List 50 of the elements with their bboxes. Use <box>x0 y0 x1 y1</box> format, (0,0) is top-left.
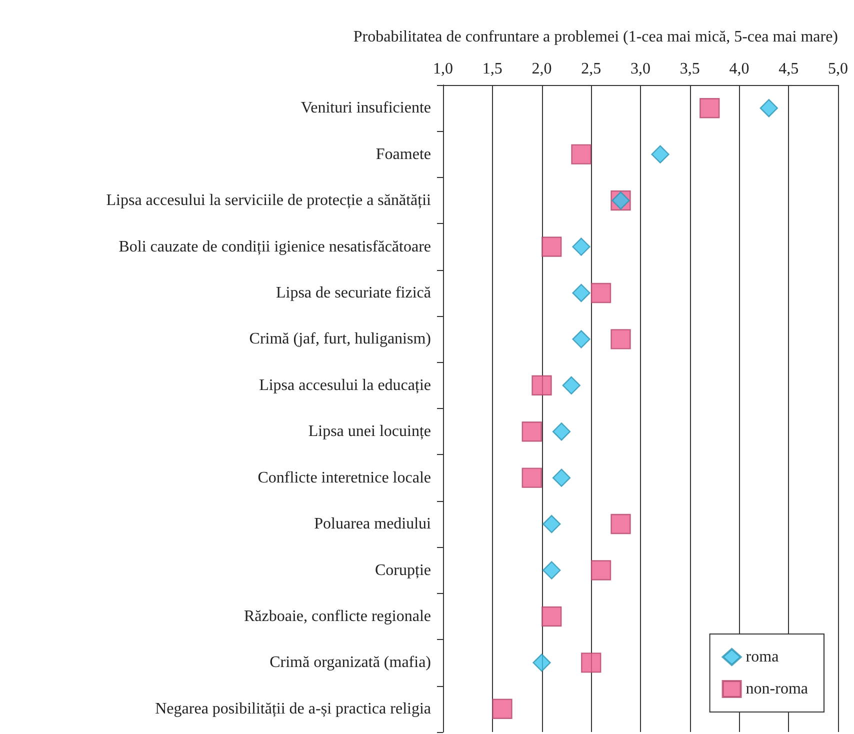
legend-label: non-roma <box>746 680 808 698</box>
point <box>562 376 580 394</box>
point <box>590 560 612 580</box>
y-tick-label: Conflicte interetnice locale <box>258 469 431 486</box>
y-tick-label: Crimă organizată (mafia) <box>270 654 431 672</box>
x-axis-title: Probabilitatea de confruntare a problemei (1-cea mai mică, 5-cea mai mare) <box>353 28 838 46</box>
y-tick-label: Negarea posibilității de a-și practica religia <box>155 700 431 718</box>
y-tick-label: Lipsa accesului la serviciile de protecție a sănătății <box>106 192 432 210</box>
x-tick-label: 5,0 <box>828 60 848 78</box>
x-tick-label: 1,5 <box>482 60 502 78</box>
point <box>651 145 670 164</box>
y-tick-label: Corupție <box>375 562 431 579</box>
y-tick-label: Lipsa accesului la educație <box>259 376 431 394</box>
point <box>532 654 551 672</box>
point <box>572 330 590 348</box>
point <box>542 561 561 580</box>
point <box>522 468 542 488</box>
x-tick-label: 2,5 <box>581 60 602 78</box>
legend-label: roma <box>746 648 779 666</box>
x-tick-label: 3,5 <box>680 60 700 78</box>
x-tick-label: 3,0 <box>630 60 650 78</box>
y-tick-label: Venituri insuficiente <box>300 100 431 117</box>
y-tick-label: Războaie, conflicte regionale <box>244 608 431 625</box>
point <box>522 422 542 442</box>
point <box>760 99 778 118</box>
point <box>542 606 562 627</box>
x-tick-label: 1,0 <box>433 60 453 78</box>
point <box>492 698 512 719</box>
point <box>571 144 592 164</box>
point <box>542 514 561 534</box>
y-tick-label: Crimă (jaf, furt, huliganism) <box>249 330 431 348</box>
point <box>572 284 590 302</box>
x-tick-label: 4,0 <box>729 60 750 78</box>
point <box>581 652 602 673</box>
point <box>552 422 571 441</box>
y-tick-label: Lipsa de securiate fizică <box>276 284 431 302</box>
y-tick-label: Foamete <box>376 146 431 163</box>
point <box>542 236 562 257</box>
point <box>700 98 720 118</box>
point <box>572 238 590 256</box>
point <box>552 468 571 487</box>
point <box>532 375 552 396</box>
y-tick-label: Boli cauzate de condiții igienice nesatisfăcătoare <box>118 238 431 256</box>
point <box>610 329 631 350</box>
y-tick-label: Lipsa unei locuințe <box>308 423 431 440</box>
y-tick-label: Poluarea mediului <box>314 516 432 533</box>
point <box>590 282 612 304</box>
point <box>610 514 631 534</box>
x-tick-label: 4,5 <box>778 60 799 78</box>
x-tick-label: 2,0 <box>532 60 552 78</box>
